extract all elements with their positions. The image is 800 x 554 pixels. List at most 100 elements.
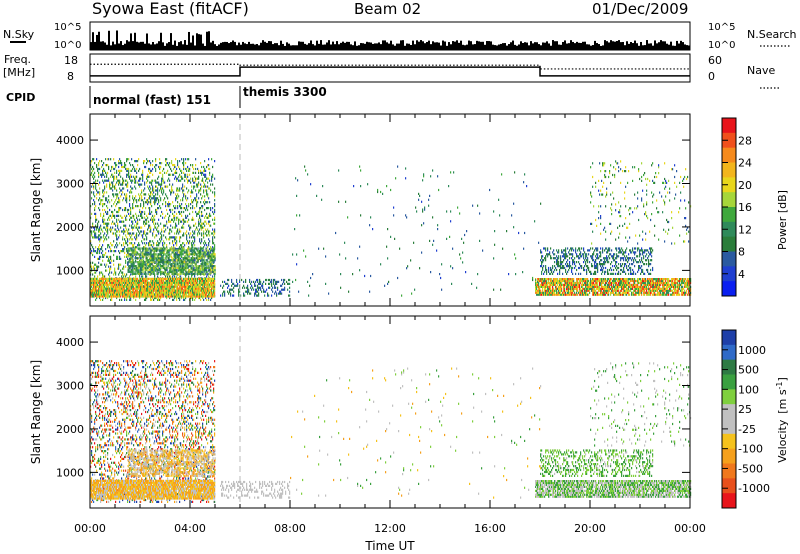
nsky-bar	[388, 43, 390, 50]
range-cell	[213, 222, 215, 225]
range-cell	[209, 279, 211, 282]
range-cell	[158, 291, 160, 294]
range-cell	[197, 295, 199, 298]
range-cell	[190, 253, 192, 256]
range-cell	[206, 298, 208, 301]
range-cell	[204, 195, 206, 198]
range-cell	[209, 291, 211, 294]
range-cell	[205, 265, 207, 268]
range-cell	[92, 203, 94, 206]
range-cell	[160, 295, 162, 298]
range-cell	[116, 203, 118, 206]
range-cell	[166, 268, 168, 272]
range-cell	[125, 279, 127, 282]
range-cell	[96, 291, 98, 294]
range-cell	[180, 272, 182, 275]
range-cell	[145, 272, 147, 275]
range-cell	[171, 295, 173, 298]
range-cell	[91, 281, 93, 284]
range-cell	[173, 287, 175, 290]
range-cell	[198, 251, 200, 254]
range-cell	[171, 285, 173, 288]
range-cell	[139, 285, 141, 288]
range-cell	[116, 281, 118, 284]
range-cell	[152, 277, 154, 280]
range-cell	[209, 173, 211, 176]
range-cell	[155, 234, 157, 237]
range-cell	[206, 291, 208, 294]
range-cell	[175, 226, 177, 229]
range-cell	[193, 187, 195, 190]
range-cell	[108, 285, 110, 288]
range-cell	[117, 214, 119, 217]
range-cell	[169, 189, 171, 192]
nsky-bar	[586, 44, 588, 50]
range-cell	[166, 287, 168, 290]
nsky-bar	[448, 42, 450, 50]
range-cell	[94, 281, 96, 284]
range-cell	[131, 216, 133, 219]
range-cell	[199, 208, 201, 212]
range-cell	[97, 277, 99, 280]
range-cell	[187, 259, 189, 262]
range-cell	[205, 214, 207, 217]
range-cell	[95, 250, 97, 253]
range-cell	[140, 230, 142, 233]
range-cell	[161, 230, 163, 233]
range-cell	[192, 246, 194, 249]
range-cell	[153, 218, 155, 221]
range-cell	[201, 283, 203, 286]
range-cell	[209, 272, 211, 275]
nsky-bar	[478, 41, 480, 50]
range-cell	[135, 291, 137, 294]
range-cell	[151, 291, 153, 294]
range-cell	[144, 289, 146, 292]
range-cell	[104, 208, 106, 212]
range-cell	[96, 285, 98, 288]
range-cell	[98, 207, 100, 210]
nsky-bar	[486, 41, 488, 50]
freq-line	[90, 66, 690, 77]
range-cell	[142, 270, 144, 273]
range-cell	[210, 291, 212, 294]
range-cell	[146, 253, 148, 256]
range-cell	[168, 287, 170, 290]
range-cell	[180, 220, 182, 223]
range-cell	[93, 279, 95, 282]
range-cell	[178, 283, 180, 286]
range-cell	[212, 287, 214, 290]
range-cell	[214, 191, 216, 194]
range-cell	[188, 293, 190, 296]
range-cell	[147, 285, 149, 288]
range-cell	[168, 285, 170, 288]
range-cell	[165, 201, 167, 204]
range-cell	[126, 197, 128, 200]
range-cell	[178, 255, 180, 258]
range-cell	[100, 248, 102, 251]
range-cell	[185, 203, 187, 206]
range-cell	[188, 270, 190, 273]
range-cell	[154, 197, 156, 200]
range-cell	[141, 283, 143, 286]
range-cell	[143, 279, 145, 282]
nsky-bar	[318, 43, 320, 50]
range-cell	[138, 214, 140, 217]
nsky-bar	[100, 41, 102, 50]
range-cell	[155, 179, 157, 182]
range-cell	[214, 246, 216, 249]
range-cell	[173, 266, 175, 270]
range-cell	[178, 253, 180, 257]
range-cell	[141, 277, 143, 280]
range-cell	[142, 268, 144, 272]
range-cell	[171, 279, 173, 282]
range-cell	[147, 201, 149, 204]
range-cell	[183, 195, 185, 198]
range-cell	[144, 253, 146, 256]
nsky-bar	[214, 44, 216, 50]
nsky-bar	[628, 43, 630, 50]
range-cell	[158, 285, 160, 288]
range-cell	[162, 169, 164, 172]
range-cell	[94, 277, 96, 280]
range-cell	[106, 263, 108, 266]
range-cell	[190, 226, 192, 229]
